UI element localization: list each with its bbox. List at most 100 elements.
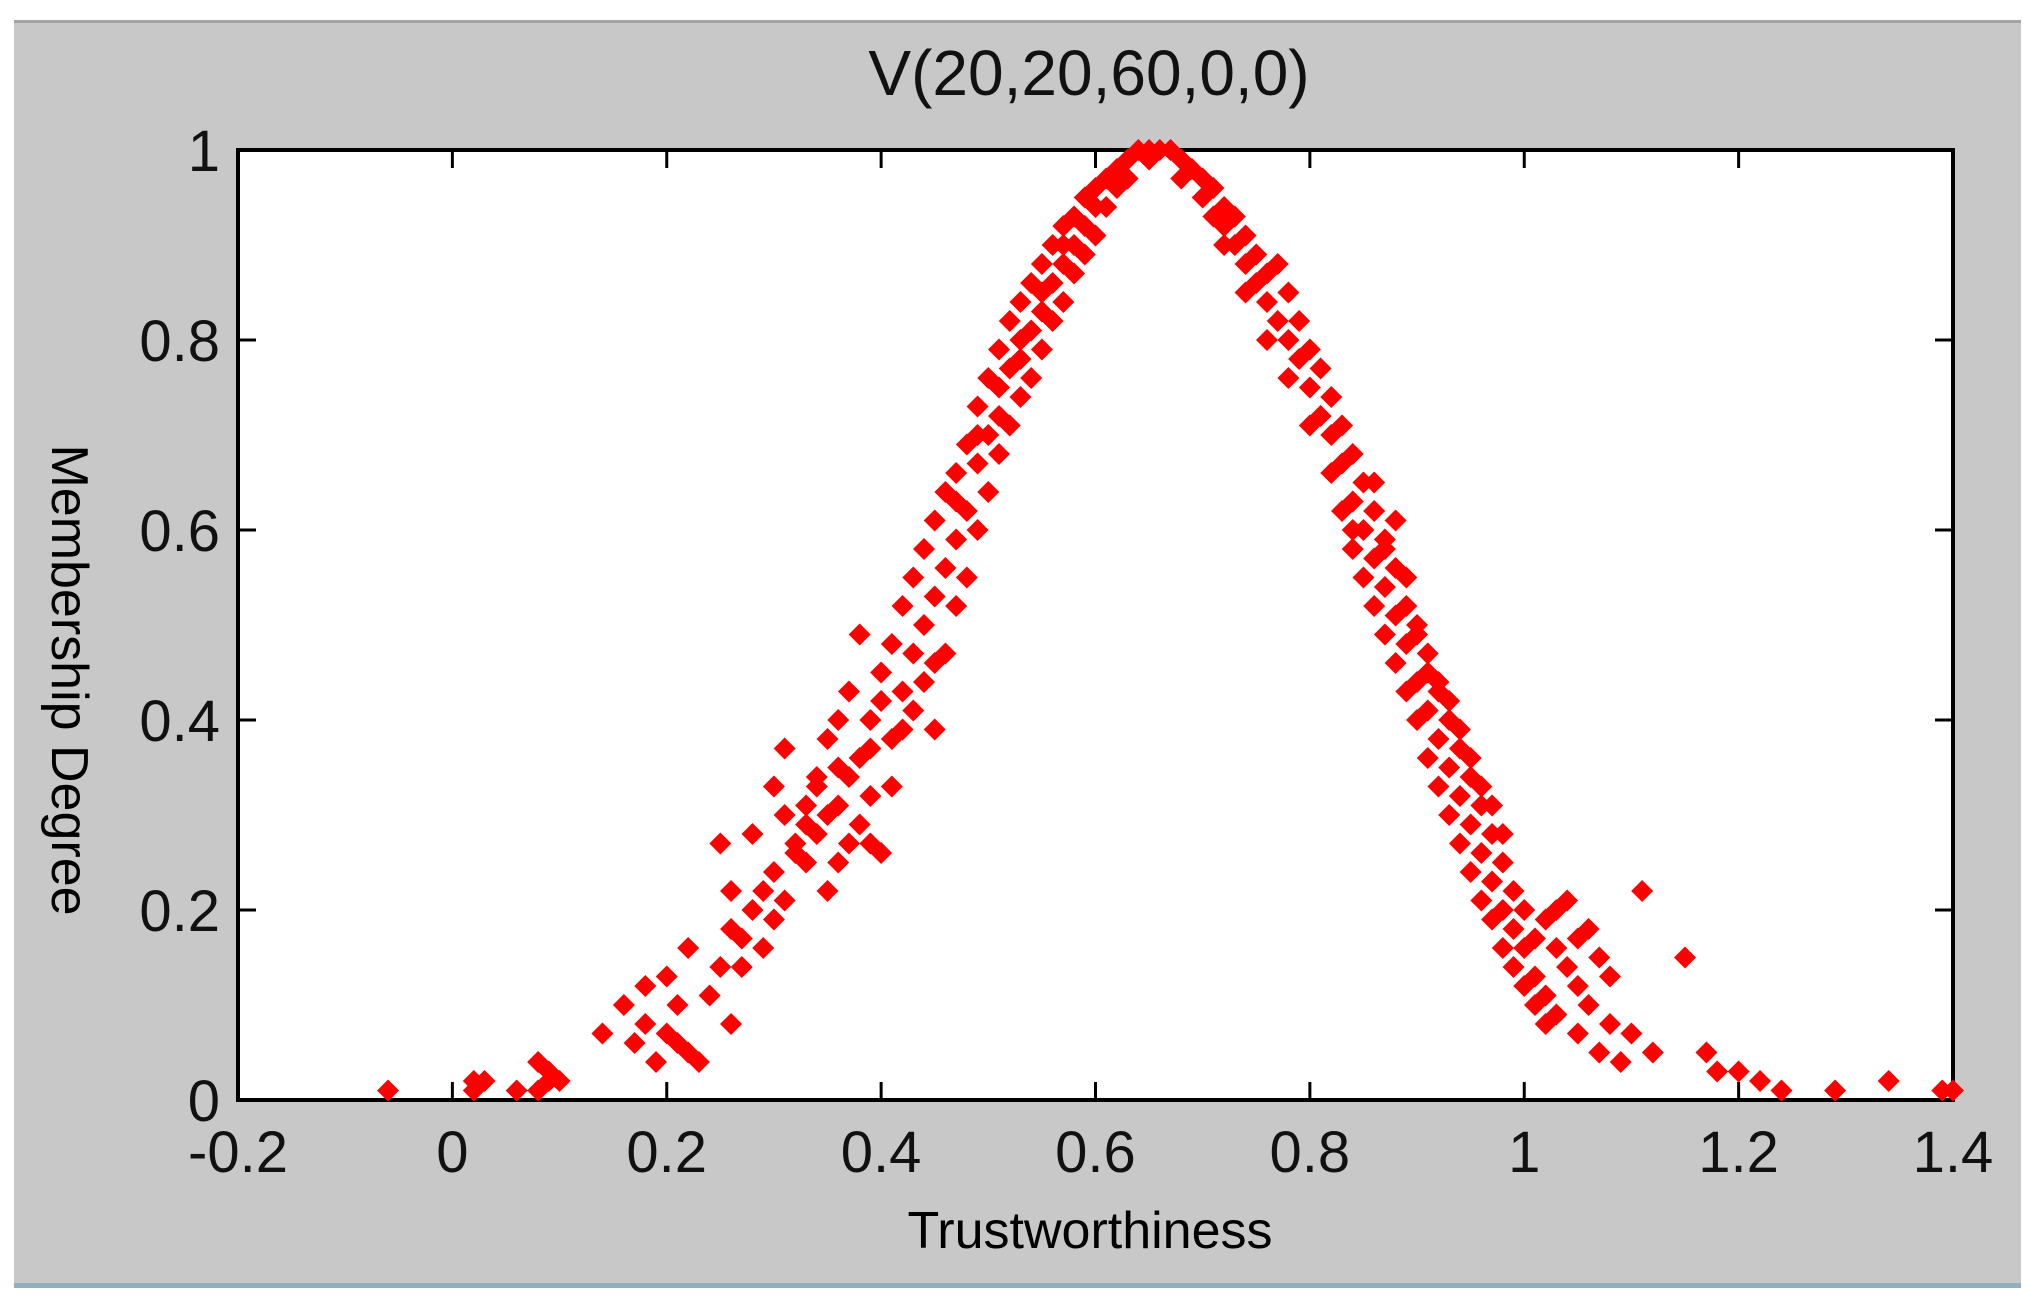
data-point <box>1631 880 1654 902</box>
data-point <box>1706 1060 1729 1083</box>
data-point <box>1481 908 1504 931</box>
y-tick-label: 0.2 <box>139 879 220 944</box>
data-point <box>827 756 850 779</box>
data-point <box>527 1079 550 1102</box>
data-point <box>1491 823 1514 845</box>
data-point <box>945 528 968 551</box>
data-point <box>1470 775 1493 798</box>
data-point <box>923 652 946 674</box>
data-point <box>816 880 839 902</box>
data-point <box>1363 500 1386 522</box>
data-point <box>709 832 732 855</box>
data-point <box>1620 1022 1643 1045</box>
data-point <box>795 794 818 817</box>
data-point <box>1481 794 1504 817</box>
data-point <box>1298 376 1321 399</box>
data-point <box>773 804 796 826</box>
data-point <box>913 538 935 560</box>
data-point <box>1470 889 1493 912</box>
data-point <box>1073 243 1096 266</box>
data-point <box>1459 813 1482 836</box>
data-point <box>837 832 860 855</box>
data-point <box>1202 205 1225 228</box>
data-point <box>1309 357 1332 380</box>
data-point <box>666 994 689 1016</box>
data-point <box>1502 880 1525 902</box>
data-point <box>1341 538 1364 560</box>
x-tick-label: 1 <box>1508 1120 1540 1185</box>
data-point <box>1234 224 1257 247</box>
data-point <box>923 509 946 532</box>
y-tick-label: 0 <box>188 1069 220 1134</box>
data-point <box>891 595 914 617</box>
data-point <box>1320 386 1343 408</box>
data-point <box>730 927 753 950</box>
data-point <box>741 899 764 921</box>
data-point <box>945 490 968 513</box>
data-point <box>1406 614 1429 636</box>
data-point <box>645 1051 668 1073</box>
data-point <box>741 823 764 845</box>
data-point <box>377 1079 400 1102</box>
data-point <box>1331 500 1354 522</box>
data-point <box>1245 243 1268 266</box>
data-point <box>1599 965 1621 988</box>
data-point <box>827 851 850 874</box>
data-point <box>698 984 721 1007</box>
data-point <box>1341 519 1364 541</box>
data-point <box>1052 291 1075 313</box>
data-point <box>1298 338 1321 361</box>
data-point <box>634 1013 657 1035</box>
data-point <box>773 889 796 912</box>
x-tick-label: 0.8 <box>1270 1120 1351 1185</box>
data-point <box>1459 861 1482 883</box>
data-point <box>795 813 818 836</box>
data-point <box>1438 756 1461 779</box>
data-point <box>1609 1051 1632 1073</box>
data-point <box>1641 1041 1664 1064</box>
data-point <box>945 462 968 484</box>
data-point <box>859 785 882 807</box>
data-point <box>1470 842 1493 864</box>
data-point <box>1395 595 1418 617</box>
data-point <box>1063 262 1086 285</box>
data-point <box>870 661 893 684</box>
data-point <box>1363 595 1386 617</box>
data-point <box>1138 148 1161 171</box>
data-point <box>966 424 989 446</box>
plot-area <box>236 148 1955 1102</box>
data-point <box>977 481 1000 503</box>
data-point <box>795 851 818 874</box>
data-point <box>1288 310 1311 332</box>
data-point <box>1009 386 1032 408</box>
x-tick-label: 1.4 <box>1913 1120 1994 1185</box>
data-point <box>1534 1013 1557 1035</box>
data-point <box>966 519 989 541</box>
data-point <box>1727 1060 1750 1083</box>
y-tick-label: 1 <box>188 119 220 184</box>
y-axis-label: Membership Degree <box>40 444 98 915</box>
data-point <box>1491 937 1514 959</box>
data-point <box>1942 1079 1964 1102</box>
y-tick-label: 0.6 <box>139 499 220 564</box>
data-point <box>848 813 871 836</box>
data-point <box>762 861 785 883</box>
chart-title: V(20,20,60,0,0) <box>868 37 1309 109</box>
data-point <box>1438 804 1461 826</box>
data-point <box>591 1022 614 1045</box>
data-point <box>1824 1079 1847 1102</box>
x-tick-label: -0.2 <box>188 1120 288 1185</box>
data-point <box>1427 671 1450 693</box>
data-point <box>473 1070 496 1092</box>
data-point <box>1427 728 1450 750</box>
data-point <box>752 880 775 902</box>
data-point <box>1084 224 1107 247</box>
data-point <box>1202 177 1225 199</box>
data-point <box>1448 718 1471 741</box>
data-point <box>773 737 796 760</box>
data-point <box>1095 196 1118 218</box>
data-point <box>720 880 743 902</box>
data-point <box>1030 281 1053 304</box>
data-point <box>1416 747 1439 769</box>
